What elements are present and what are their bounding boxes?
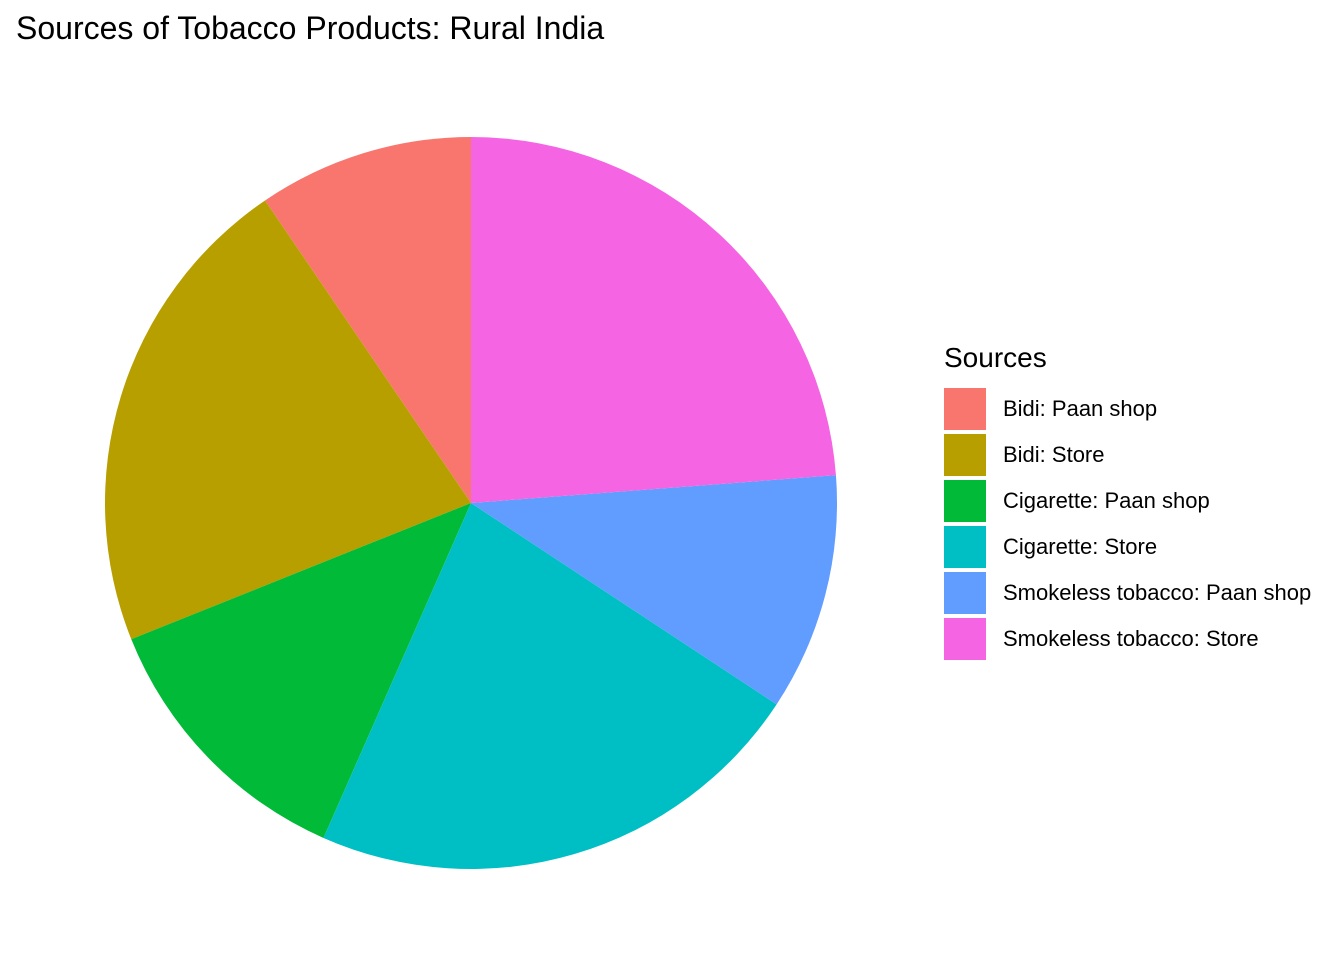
legend-label: Cigarette: Paan shop — [1003, 488, 1210, 513]
legend-item-cigarette-store: Cigarette: Store — [944, 524, 1311, 570]
pie-slice-smokeless-tobacco-store — [471, 137, 836, 503]
legend-label: Smokeless tobacco: Paan shop — [1003, 580, 1312, 605]
legend-swatch — [944, 388, 986, 430]
legend-swatch — [944, 572, 986, 614]
legend-label: Bidi: Store — [1003, 442, 1105, 467]
pie-slices — [104, 137, 838, 869]
legend-swatch — [944, 618, 986, 660]
legend-label: Bidi: Paan shop — [1003, 396, 1158, 421]
legend-title: Sources — [944, 342, 1047, 373]
pie-slice-cigarette-store — [323, 503, 777, 869]
legend-swatch — [944, 434, 986, 476]
legend-item-bidi-paan-shop: Bidi: Paan shop — [944, 386, 1311, 432]
legend-swatch — [944, 480, 986, 522]
legend-label: Smokeless tobacco: Store — [1003, 626, 1259, 651]
pie-slice-bidi-store — [104, 200, 471, 640]
legend-label: Cigarette: Store — [1003, 534, 1158, 559]
legend: Sources Bidi: Paan shop Bidi: Store Cigare… — [944, 342, 1311, 662]
pie-chart — [104, 137, 838, 869]
pie-slice-smokeless-tobacco-paan-shop — [471, 475, 838, 705]
pie-slice-cigarette-paan-shop — [131, 503, 471, 838]
legend-item-cigarette-paan-shop: Cigarette: Paan shop — [944, 478, 1311, 524]
pie-slice-bidi-paan-shop — [265, 137, 471, 503]
legend-item-smokeless-tobacco-paan-shop: Smokeless tobacco: Paan shop — [944, 570, 1311, 616]
legend-items: Bidi: Paan shop Bidi: Store Cigarette: Paa… — [944, 386, 1311, 662]
legend-item-smokeless-tobacco-store: Smokeless tobacco: Store — [944, 616, 1311, 662]
legend-swatch — [944, 526, 986, 568]
legend-item-bidi-store: Bidi: Store — [944, 432, 1311, 478]
chart-title: Sources of Tobacco Products: Rural India — [16, 10, 605, 46]
